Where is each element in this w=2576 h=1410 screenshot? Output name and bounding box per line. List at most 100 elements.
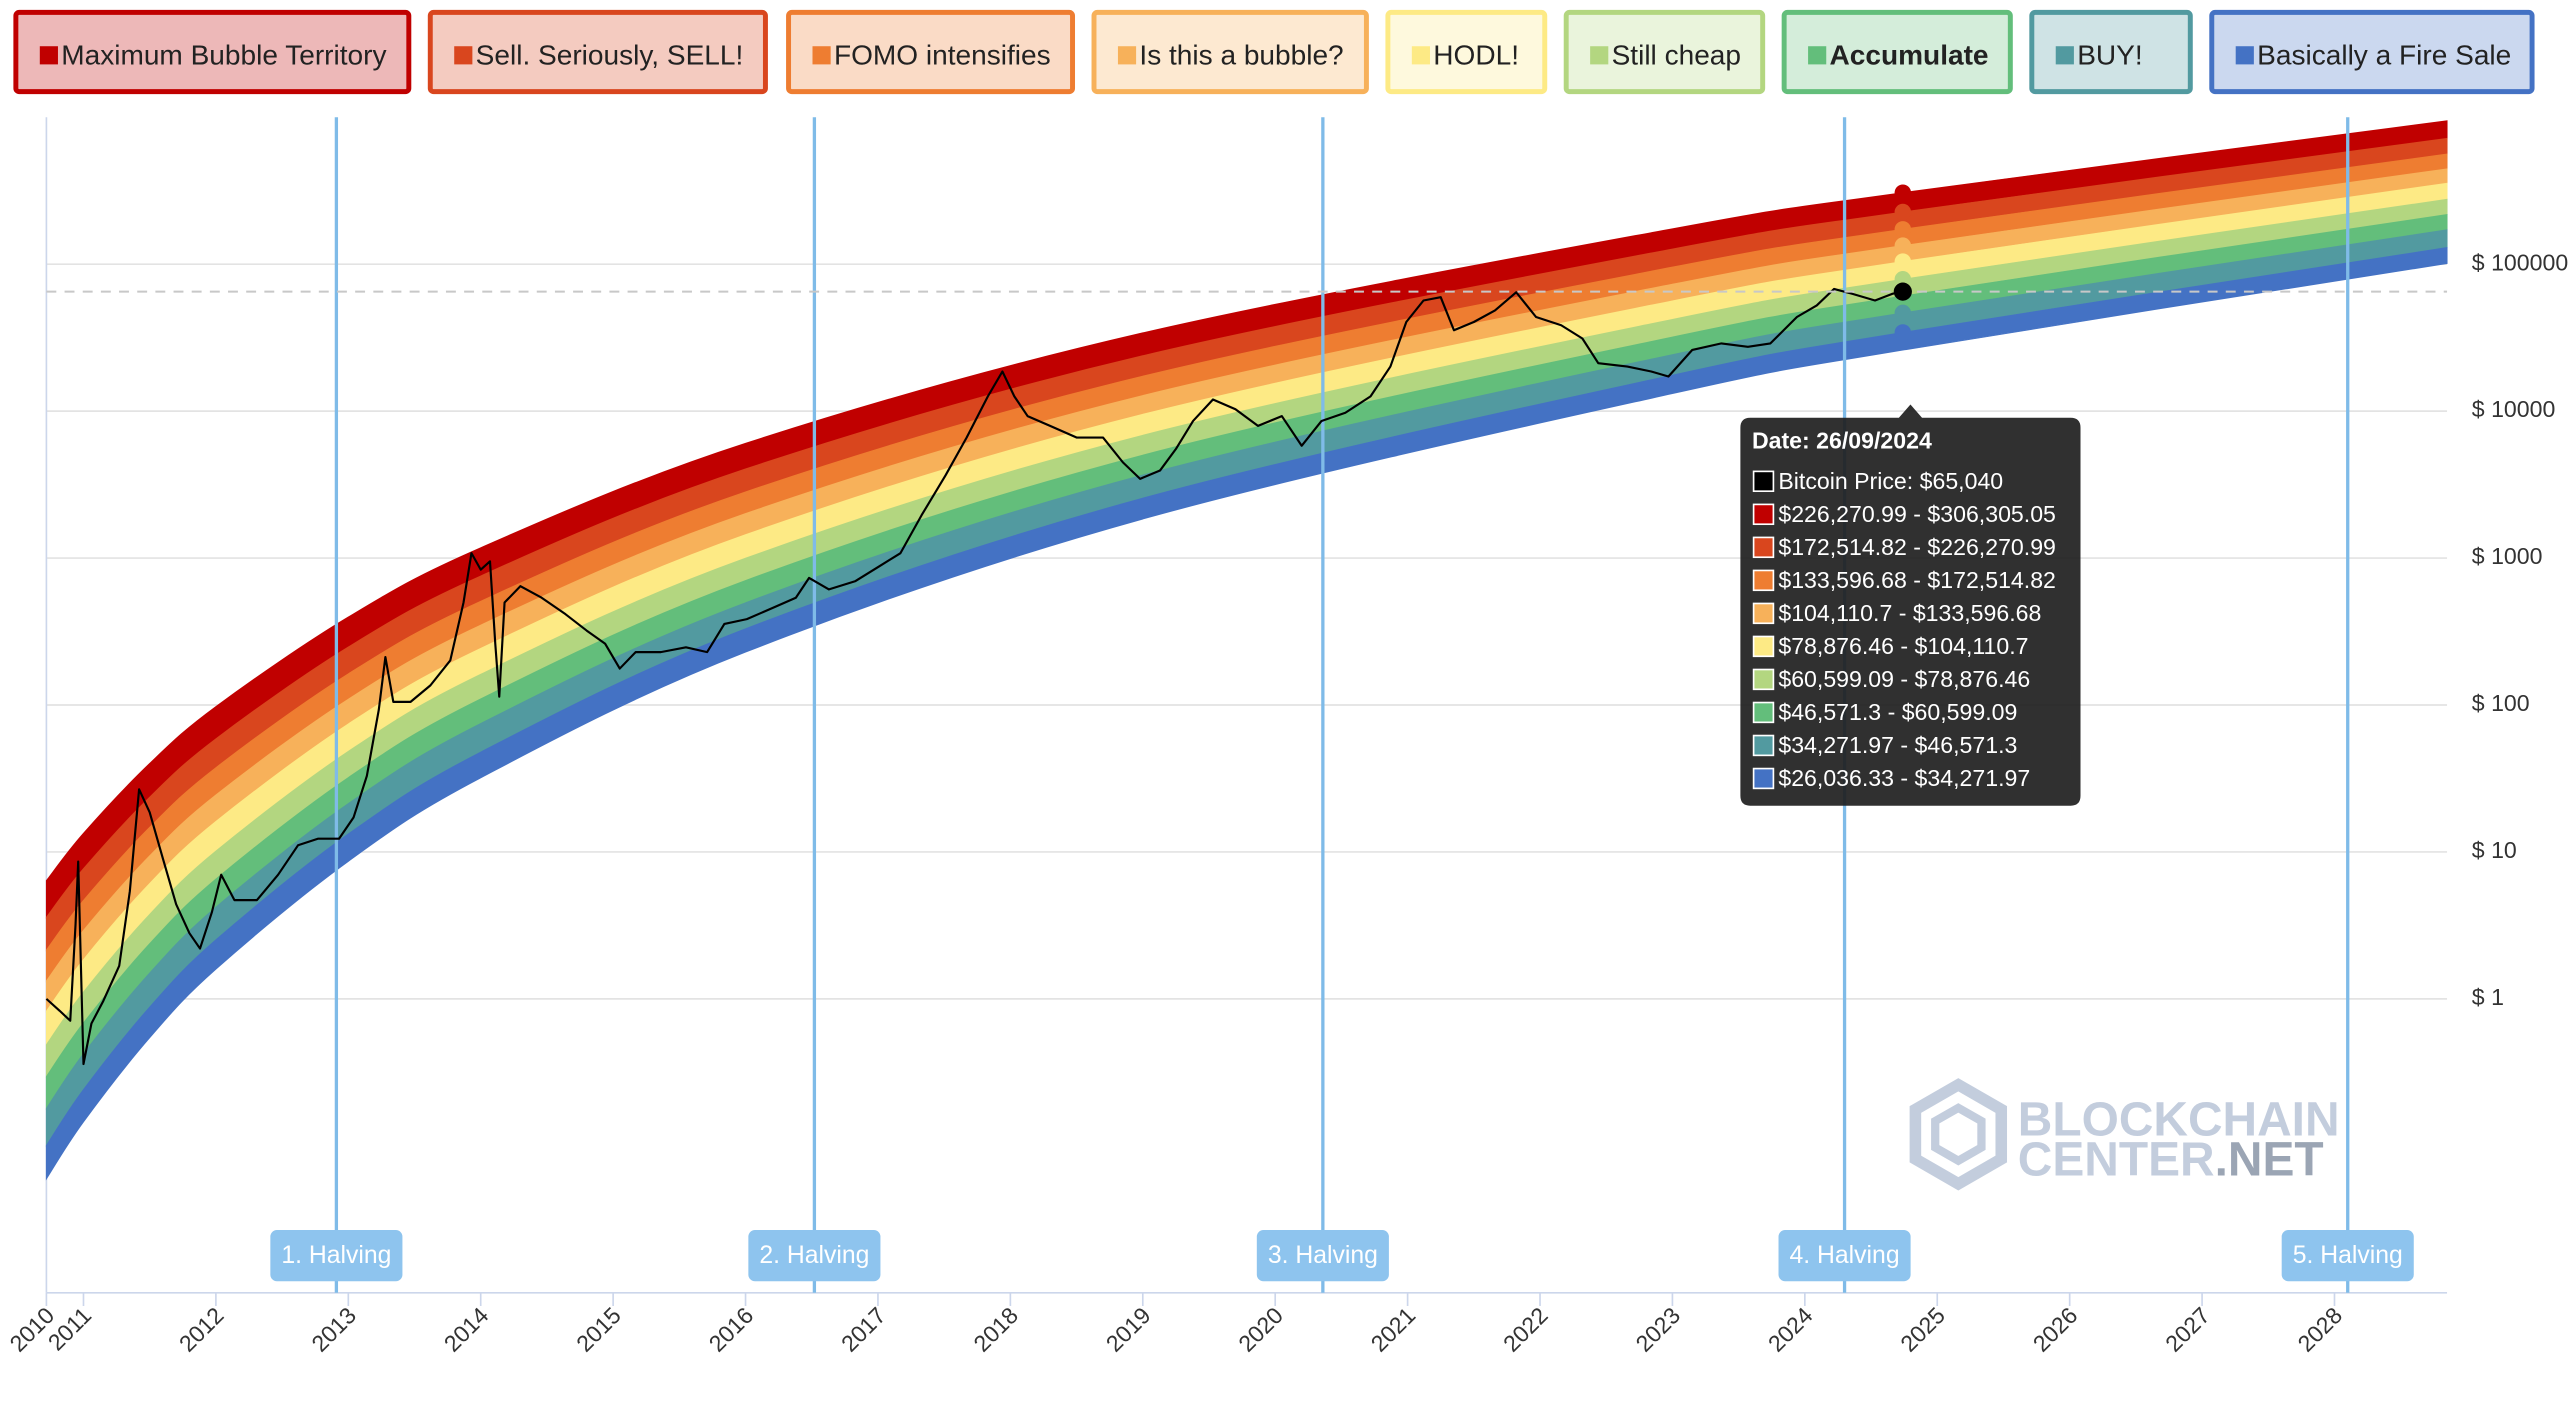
x-tick-label: 2015 [571, 1302, 626, 1357]
tooltip-row: $34,271.97 - $46,571.3 [1778, 732, 2017, 758]
halving-label: 4. Halving [1790, 1242, 1900, 1269]
halving-label-box [1256, 1230, 1389, 1282]
legend-box [786, 9, 1076, 95]
y-tick-label: $ 1 [2472, 984, 2504, 1010]
legend-label: Is this a bubble? [1139, 39, 1343, 70]
watermark-text: CENTER.NET [2018, 1133, 2324, 1186]
band-point [1894, 253, 1912, 270]
watermark-text: BLOCKCHAIN [2018, 1093, 2340, 1146]
legend-swatch [1590, 46, 1609, 65]
x-tick-label: 2027 [2160, 1302, 2215, 1357]
legend-box [2209, 9, 2535, 95]
legend-swatch [454, 46, 473, 65]
x-tick-label: 2018 [968, 1302, 1023, 1357]
watermark-text: .NET [2215, 1133, 2324, 1186]
tooltip-row: Bitcoin Price: $65,040 [1778, 468, 2003, 494]
x-tick-label: 2028 [2293, 1302, 2348, 1357]
tooltip-row: $26,036.33 - $34,271.97 [1778, 765, 2030, 791]
tooltip-row: $78,876.46 - $104,110.7 [1778, 633, 2028, 659]
band-point [1894, 203, 1912, 221]
legend-box [13, 9, 412, 95]
watermark-icon [1909, 1078, 2008, 1191]
legend-label: Accumulate [1830, 39, 1989, 70]
legend-item[interactable]: HODL! [1385, 9, 1548, 95]
tooltip-swatch [1752, 569, 1775, 592]
band-point [1894, 184, 1912, 201]
tooltip-swatch [1752, 767, 1775, 790]
legend-swatch [1411, 46, 1430, 65]
tooltip-row: $133,596.68 - $172,514.82 [1778, 567, 2056, 593]
legend-item[interactable]: FOMO intensifies [786, 9, 1076, 95]
legend-label: BUY! [2077, 39, 2142, 70]
x-tick-label: 2014 [439, 1302, 494, 1357]
legend-box [1385, 9, 1548, 95]
tooltip-row: $226,270.99 - $306,305.05 [1778, 501, 2056, 527]
halving-label-box [748, 1230, 881, 1282]
legend-item[interactable]: Still cheap [1563, 9, 1766, 95]
tooltip-swatch [1752, 470, 1775, 493]
tooltip-row: $104,110.7 - $133,596.68 [1778, 600, 2041, 626]
tooltip-row: $46,571.3 - $60,599.09 [1778, 699, 2017, 725]
x-tick-label: 2022 [1498, 1302, 1553, 1357]
x-tick-label: 2019 [1101, 1302, 1156, 1357]
legend-item[interactable]: Maximum Bubble Territory [13, 9, 412, 95]
tooltip-swatch [1752, 503, 1775, 526]
legend-label: Basically a Fire Sale [2257, 39, 2511, 70]
y-tick-label: $ 100000 [2472, 249, 2568, 275]
band-point [1894, 237, 1912, 254]
tooltip-swatch [1752, 668, 1775, 691]
x-tick-label: 2024 [1763, 1302, 1818, 1357]
legend-item[interactable]: Accumulate [1781, 9, 2013, 95]
price-line [45, 287, 1904, 1066]
tooltip-swatch [1752, 602, 1775, 625]
x-tick-label: 2016 [704, 1302, 759, 1357]
x-tick-label: 2023 [1630, 1302, 1685, 1357]
halving-label-box [1778, 1230, 1911, 1282]
tooltip-box [1740, 404, 2081, 806]
halving-label: 5. Halving [2293, 1242, 2403, 1269]
legend-swatch [812, 46, 831, 65]
tooltip: Date: 26/09/2024 Bitcoin Price: $65,040 $2… [1740, 404, 2081, 806]
halving-label: 2. Halving [759, 1242, 869, 1269]
legend-label: Maximum Bubble Territory [61, 39, 386, 70]
legend-swatch [39, 46, 58, 65]
rainbow-band [45, 247, 2448, 1181]
halving-label: 3. Halving [1268, 1242, 1378, 1269]
legend-item[interactable]: Sell. Seriously, SELL! [427, 9, 768, 95]
x-tick-label: 2021 [1366, 1302, 1421, 1357]
x-tick-label: 2017 [836, 1302, 891, 1357]
legend-box [427, 9, 768, 95]
legend-label: FOMO intensifies [834, 39, 1051, 70]
y-tick-label: $ 1000 [2472, 543, 2543, 569]
legend-swatch [2235, 46, 2254, 65]
band-point [1894, 271, 1912, 288]
y-tick-label: $ 10000 [2472, 396, 2556, 422]
legend-item[interactable]: Is this a bubble? [1091, 9, 1369, 95]
tooltip-swatch [1752, 536, 1775, 559]
legend-swatch [1117, 46, 1137, 65]
watermark-icon [1931, 1103, 1986, 1166]
halving-label: 1. Halving [281, 1242, 391, 1269]
legend-label: Sell. Seriously, SELL! [476, 39, 744, 70]
legend-item[interactable]: BUY! [2029, 9, 2193, 95]
watermark-text: CENTER [2018, 1133, 2215, 1186]
x-tick-label: 2026 [2028, 1302, 2083, 1357]
x-tick-label: 2011 [43, 1302, 97, 1356]
price-point [1893, 282, 1912, 301]
tooltip-row: $172,514.82 - $226,270.99 [1778, 534, 2056, 560]
tooltip-swatch [1752, 734, 1775, 757]
x-tick-label: 2020 [1233, 1302, 1288, 1357]
watermark: BLOCKCHAIN CENTER.NET [1909, 1078, 2340, 1191]
legend-item[interactable]: Basically a Fire Sale [2209, 9, 2535, 95]
halving-label-box [2281, 1230, 2414, 1282]
tooltip-row: $60,599.09 - $78,876.46 [1778, 666, 2030, 692]
legend-box [1781, 9, 2013, 95]
legend-swatch [2055, 46, 2074, 65]
legend-box [2029, 9, 2193, 95]
tooltip-swatch [1752, 635, 1775, 658]
band-point [1894, 221, 1912, 238]
legend-label: HODL! [1433, 39, 1519, 70]
y-tick-label: $ 10 [2472, 837, 2517, 863]
halving-label-box [270, 1230, 403, 1282]
